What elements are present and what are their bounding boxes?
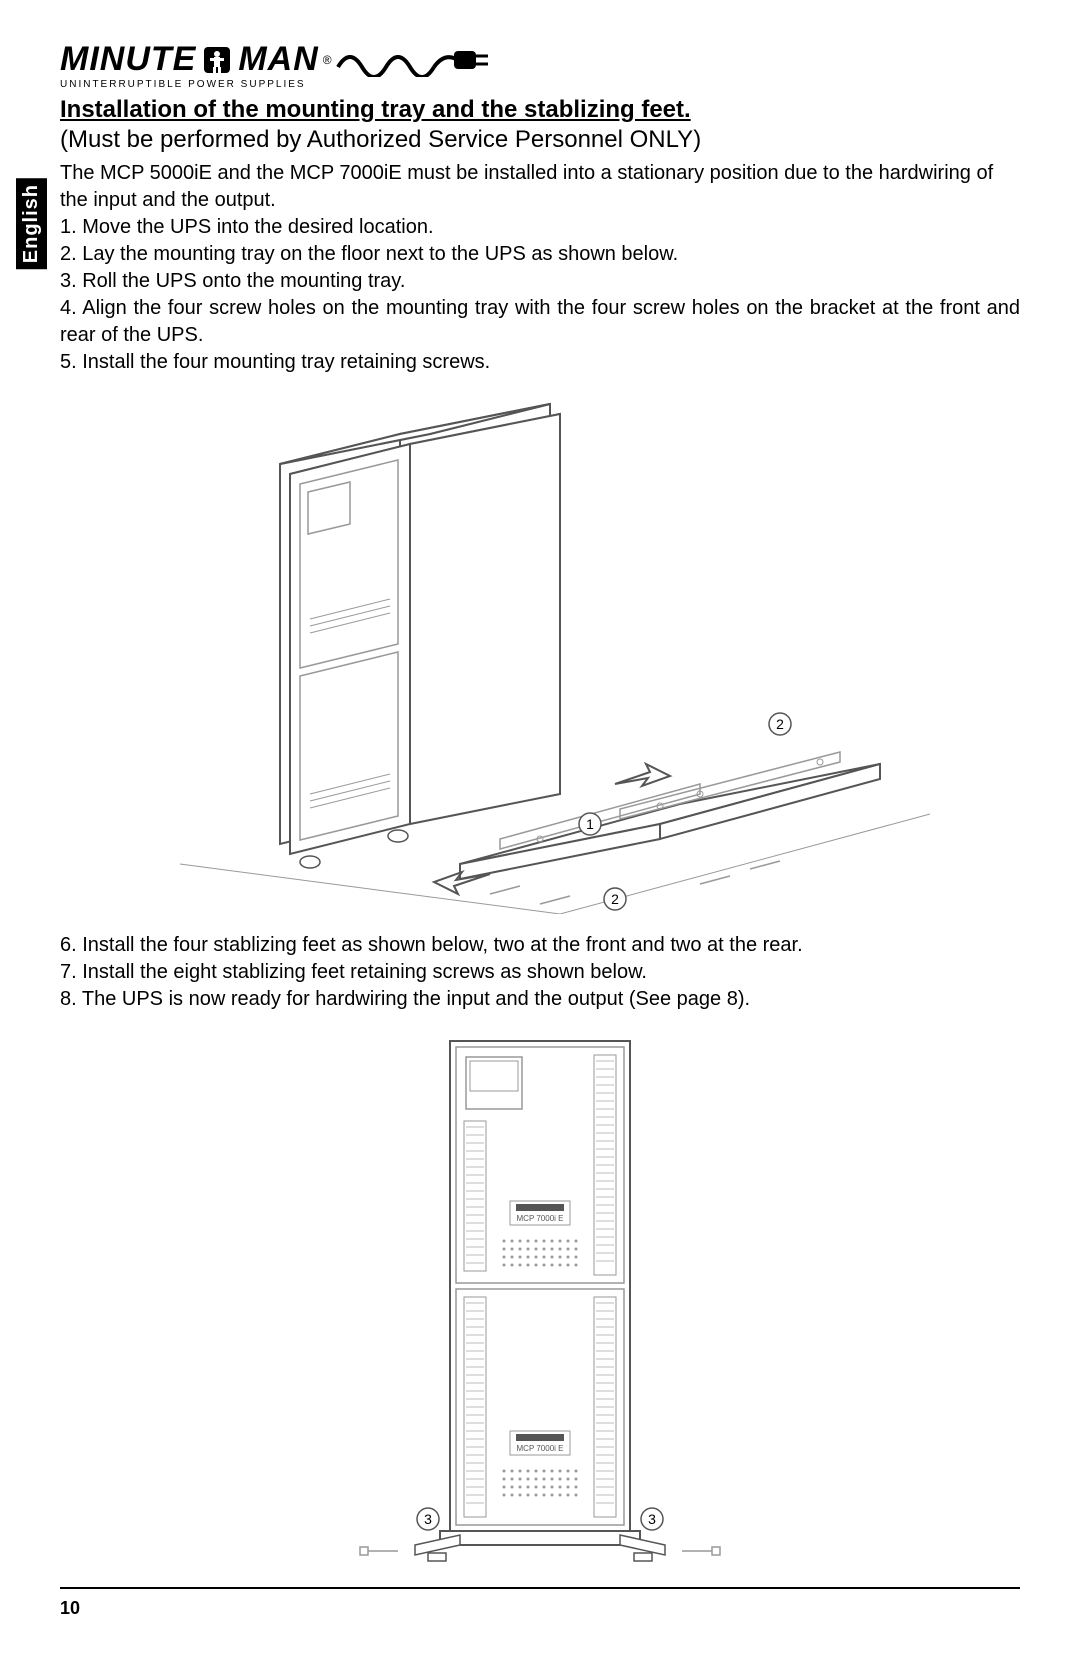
figure-icon [200, 43, 234, 77]
callout-3-right: 3 [641, 1508, 663, 1530]
callout-1: 1 [579, 813, 601, 835]
section-heading: Installation of the mounting tray and th… [60, 96, 1020, 124]
ups-isometric [290, 414, 560, 868]
step-4: 4. Align the four screw holes on the mou… [60, 295, 1020, 349]
model-label-bottom: MCP 7000i E [517, 1444, 564, 1453]
callout-2-right: 2 [769, 713, 791, 735]
manual-page: English MINUTE MAN ® UNINTERRUPTIBLE POW… [0, 0, 1080, 1669]
svg-text:3: 3 [424, 1511, 432, 1527]
brand-left: MINUTE [60, 40, 196, 79]
stabilizing-feet-diagram: MCP 7000i E [320, 1031, 760, 1571]
svg-text:3: 3 [648, 1511, 656, 1527]
intro-paragraph: The MCP 5000iE and the MCP 7000iE must b… [60, 160, 1020, 214]
wave-plug-icon [336, 43, 506, 77]
section-subheading: (Must be performed by Authorized Service… [60, 126, 1020, 154]
model-label-top: MCP 7000i E [517, 1214, 564, 1223]
brand-tagline: UNINTERRUPTIBLE POWER SUPPLIES [60, 79, 1020, 90]
step-3: 3. Roll the UPS onto the mounting tray. [60, 268, 1020, 295]
step-2: 2. Lay the mounting tray on the floor ne… [60, 241, 1020, 268]
step-7: 7. Install the eight stablizing feet ret… [60, 959, 1020, 986]
footer-rule [60, 1587, 1020, 1589]
svg-text:2: 2 [776, 716, 784, 732]
step-8: 8. The UPS is now ready for hardwiring t… [60, 986, 1020, 1013]
brand-logo: MINUTE MAN ® [60, 40, 1020, 79]
page-number: 10 [60, 1598, 80, 1619]
registered-mark: ® [323, 53, 332, 67]
callout-3-left: 3 [417, 1508, 439, 1530]
language-tab: English [16, 178, 47, 269]
callout-2-bottom: 2 [604, 888, 626, 910]
step-5: 5. Install the four mounting tray retain… [60, 349, 1020, 376]
brand-right: MAN [238, 40, 318, 79]
mounting-tray-diagram: 1 2 2 [140, 394, 940, 914]
svg-text:1: 1 [586, 816, 594, 832]
svg-text:2: 2 [611, 891, 619, 907]
step-6: 6. Install the four stablizing feet as s… [60, 932, 1020, 959]
screws [490, 861, 780, 904]
step-1: 1. Move the UPS into the desired locatio… [60, 214, 1020, 241]
